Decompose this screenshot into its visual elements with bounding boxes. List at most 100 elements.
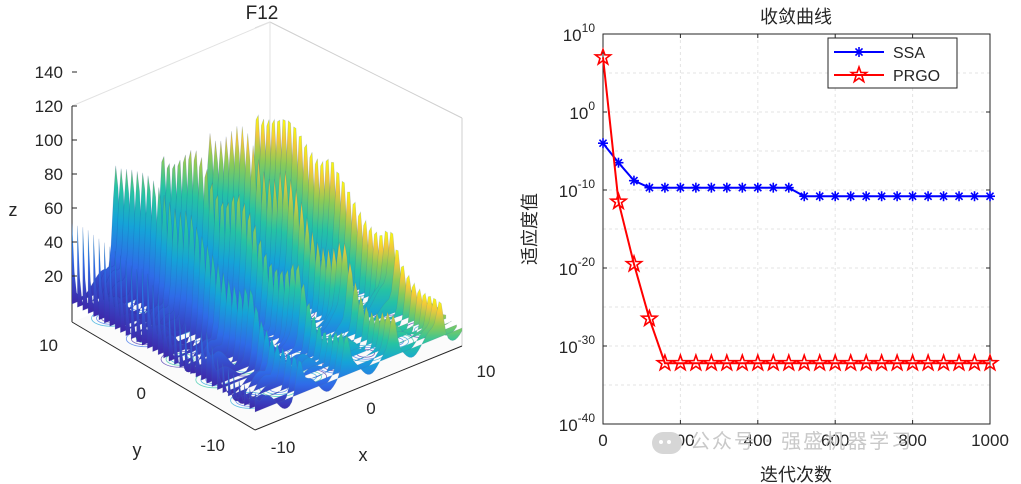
y-tick-label: 10-30 xyxy=(559,333,596,357)
convergence-x-label: 迭代次数 xyxy=(760,465,832,484)
legend-ssa-marker xyxy=(854,47,864,57)
data-point xyxy=(809,352,830,372)
data-point xyxy=(628,175,639,186)
data-point xyxy=(949,352,969,372)
data-point xyxy=(845,191,856,202)
data-point xyxy=(608,191,629,211)
x-tick-label: 600 xyxy=(821,431,849,450)
y-tick: 1010 xyxy=(563,21,990,45)
y-tick-label: 0 xyxy=(137,384,146,403)
x-axis-line xyxy=(254,345,463,431)
surface-axes-box xyxy=(71,21,463,346)
x-tick-label: 1000 xyxy=(971,431,1009,450)
x-axis-label: x xyxy=(359,445,368,465)
y-tick: 10-30 xyxy=(559,333,990,357)
x-ticks: -10 0 10 xyxy=(271,362,496,457)
y-tick: 10-20 xyxy=(559,255,990,279)
data-point xyxy=(716,352,737,372)
z-tick: 100 xyxy=(35,131,77,150)
x-tick-label: -10 xyxy=(271,438,296,457)
data-point xyxy=(747,352,768,372)
x-tick-label: 10 xyxy=(477,362,496,381)
z-tick: 20 xyxy=(44,267,77,286)
x-tick: 800 xyxy=(898,34,927,450)
data-point xyxy=(768,182,779,193)
legend-box xyxy=(827,37,958,89)
data-point xyxy=(980,352,1000,372)
x-tick: 400 xyxy=(744,34,772,450)
data-point xyxy=(737,182,748,193)
convergence-plot: 02004006008001000 101010010-1010-2010-30… xyxy=(520,7,1009,484)
data-point xyxy=(701,352,722,372)
data-point xyxy=(639,308,660,328)
data-point xyxy=(732,352,753,372)
data-point xyxy=(778,352,799,372)
data-point xyxy=(613,157,624,168)
data-point xyxy=(933,352,954,372)
series-line xyxy=(602,57,990,365)
plot-frame xyxy=(602,33,991,425)
data-point xyxy=(783,182,794,193)
legend-marker xyxy=(854,47,864,57)
data-point xyxy=(861,191,872,202)
data-point xyxy=(814,191,825,202)
watermark-text: 公众号 · 强盛机器学习 xyxy=(690,429,914,453)
data-point xyxy=(670,352,691,372)
data-point xyxy=(654,352,675,372)
z-tick-label: 100 xyxy=(35,131,63,150)
z-tick-label: 60 xyxy=(44,199,63,218)
z-tick-label: 40 xyxy=(44,233,63,252)
x-tick: 0 xyxy=(598,34,608,450)
z-tick: 140 xyxy=(35,63,77,82)
x-tick: 1000 xyxy=(971,34,1009,450)
x-tick-label: 0 xyxy=(366,399,375,418)
data-point xyxy=(644,182,655,193)
legend-marker xyxy=(849,64,869,84)
convergence-title: 收敛曲线 xyxy=(760,7,832,27)
y-tick: 10-10 xyxy=(559,177,990,201)
wechat-icon xyxy=(652,431,682,454)
y-axis-label: y xyxy=(133,440,142,460)
data-point xyxy=(938,191,949,202)
x-tick-label: 0 xyxy=(598,431,607,450)
data-point xyxy=(675,182,686,193)
data-point xyxy=(794,352,815,372)
z-tick-label: 120 xyxy=(35,97,63,116)
y-ticks: 1010 100 10-10 10-20 10-30 10-40 xyxy=(559,21,990,435)
x-tick-label: 400 xyxy=(744,431,772,450)
y-tick-label: 10-40 xyxy=(559,411,596,435)
data-point xyxy=(840,352,861,372)
x-tick: 600 xyxy=(821,34,849,450)
z-axis-label: z xyxy=(9,200,18,220)
y-tick: 100 xyxy=(569,99,990,123)
data-point xyxy=(964,352,985,372)
data-point xyxy=(918,352,939,372)
legend-prgo-marker xyxy=(849,64,869,84)
data-point xyxy=(923,191,934,202)
data-point xyxy=(624,253,644,273)
z-tick: 60 xyxy=(44,199,77,218)
y-tick-label: -10 xyxy=(200,436,225,455)
data-point xyxy=(985,191,995,202)
z-tick-label: 80 xyxy=(44,165,63,184)
data-point xyxy=(871,352,892,372)
box-back-left-edge xyxy=(71,21,271,107)
z-tick: 40 xyxy=(44,233,77,252)
data-point xyxy=(721,182,732,193)
surface-title: F12 xyxy=(246,3,279,24)
data-point xyxy=(907,191,918,202)
x-tick-label: 800 xyxy=(898,431,926,450)
data-point xyxy=(876,191,887,202)
legend-ssa-label: SSA xyxy=(893,45,925,62)
series-ssa xyxy=(598,138,995,202)
series-layer xyxy=(593,46,1000,372)
data-point xyxy=(706,182,717,193)
legend-prgo-label: PRGO xyxy=(893,68,940,85)
z-tick: 80 xyxy=(44,165,77,184)
y-axis-line xyxy=(71,321,256,431)
data-point xyxy=(902,352,923,372)
y-tick-label: 10-20 xyxy=(559,255,596,279)
data-point xyxy=(830,191,841,202)
